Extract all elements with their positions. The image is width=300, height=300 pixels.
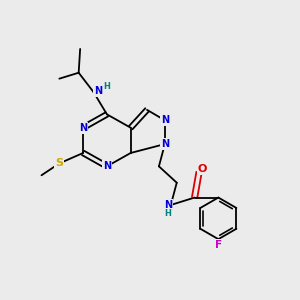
Text: N: N — [161, 139, 169, 149]
Text: N: N — [161, 115, 169, 125]
Text: F: F — [215, 240, 222, 250]
Text: N: N — [94, 86, 102, 96]
Text: N: N — [164, 200, 172, 210]
Text: H: H — [164, 209, 171, 218]
Text: N: N — [79, 123, 87, 133]
Text: H: H — [103, 82, 110, 91]
Text: S: S — [55, 158, 63, 168]
Text: N: N — [103, 161, 111, 171]
Text: O: O — [198, 164, 207, 174]
